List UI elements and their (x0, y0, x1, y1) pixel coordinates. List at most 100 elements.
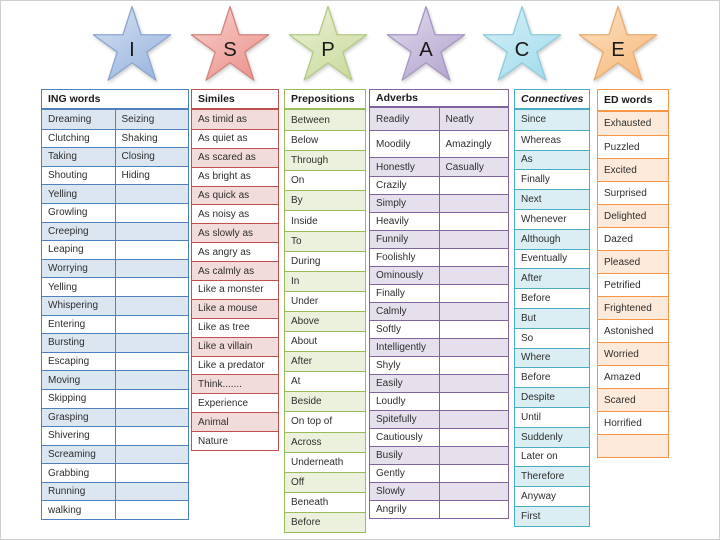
table-cell (114, 464, 189, 482)
table-cell: Delighted (604, 210, 647, 222)
table-ing-words-title: ING words (42, 90, 188, 110)
table-row: Suddenly (515, 426, 589, 447)
table-cell (114, 501, 189, 520)
table-cell: Dreaming (48, 113, 92, 125)
table-cell: Busily (376, 450, 403, 461)
table-cell: Running (48, 486, 86, 498)
star-letter: E (611, 39, 625, 61)
table-cell (114, 334, 189, 352)
table-cell: Escaping (48, 356, 90, 368)
table-row: Underneath (285, 451, 365, 472)
table-cell (438, 303, 509, 320)
table-cell: Simply (376, 198, 407, 209)
table-row (598, 434, 668, 457)
table-cell: Under (291, 295, 319, 307)
table-row: Although (515, 228, 589, 249)
table-cell: Finally (521, 174, 550, 186)
table-cell: Grasping (48, 411, 89, 423)
table-row: Cautiously (370, 428, 508, 446)
table-cell: Grabbing (48, 467, 90, 479)
table-cell: Seizing (114, 110, 189, 129)
table-connectives: Connectives Since Whereas As Finally Next When… (514, 89, 590, 527)
table-row: Dreaming Seizing (42, 110, 188, 129)
table-cell (438, 267, 509, 284)
table-cell (438, 339, 509, 356)
table-row: Inside (285, 210, 365, 231)
table-cell: At (291, 376, 301, 388)
table-row: Before (515, 288, 589, 308)
table-row: Crazily (370, 176, 508, 194)
table-cell: Exhausted (604, 118, 652, 129)
table-cell: Closing (114, 148, 189, 166)
table-cell: Softly (376, 324, 402, 335)
table-ing-words: ING words Dreaming Seizing Clutching Shaking… (41, 89, 189, 521)
table-cell (114, 445, 189, 464)
table-cell: Before (521, 372, 551, 384)
table-ed-words: ED words Exhausted Puzzled Excited Surprised… (597, 89, 669, 458)
table-row: After (515, 268, 589, 289)
table-cell (114, 259, 189, 278)
table-cell: As bright as (198, 171, 251, 183)
table-row: To (285, 230, 365, 251)
table-cell: Bursting (48, 337, 85, 349)
table-cell: Intelligently (376, 342, 427, 353)
table-cell: Clutching (48, 132, 90, 144)
table-row: Spitefully (370, 410, 508, 428)
table-row: Screaming (42, 444, 189, 464)
table-cell (438, 411, 509, 428)
table-cell: Like a mouse (198, 303, 258, 315)
table-row: As bright as (192, 166, 278, 186)
table-cell (438, 465, 509, 482)
table-cell: Off (291, 476, 305, 488)
table-row: Whereas (515, 129, 589, 150)
star-s-icon: S (190, 5, 270, 81)
table-row: Leaping (42, 240, 188, 259)
table-cell: Moodily (376, 138, 411, 150)
table-cell: After (291, 356, 313, 368)
table-row: In (285, 270, 365, 291)
table-cell: Although (521, 233, 561, 245)
table-cell: Inside (291, 215, 318, 227)
table-cell: Horrified (604, 417, 642, 429)
table-row: Next (515, 189, 589, 209)
table-row: Honestly Casually (370, 157, 508, 176)
table-cell: Foolishly (376, 252, 416, 263)
table-cell: Finally (376, 288, 405, 299)
table-cell (438, 321, 509, 338)
table-cell: Worried (604, 348, 639, 360)
table-row: Simply (370, 194, 508, 212)
table-row: Surprised (598, 181, 668, 204)
table-prepositions-title: Prepositions (285, 90, 365, 110)
table-row: Creeping (42, 221, 188, 241)
table-cell: In (291, 275, 300, 287)
table-cell (438, 249, 509, 266)
table-row: Ominously (370, 266, 508, 284)
table-cell: Petrified (604, 279, 641, 291)
table-row: Slowly (370, 482, 508, 500)
table-cell: So (521, 332, 534, 344)
table-cell: Across (291, 436, 322, 448)
table-cell: As calmly as (198, 265, 255, 277)
table-row: Petrified (598, 273, 668, 296)
table-row: Heavily (370, 212, 508, 230)
table-row: Funnily (370, 230, 508, 248)
star-letter: S (223, 39, 237, 61)
table-row: Like a monster (192, 280, 278, 299)
table-cell (438, 483, 509, 500)
table-cell: Below (291, 135, 319, 147)
table-cell: Shouting (48, 170, 88, 182)
table-cell: Beneath (291, 496, 329, 508)
table-row: As slowly as (192, 223, 278, 243)
table-cell: Experience (198, 397, 249, 409)
table-row: Puzzled (598, 135, 668, 158)
table-cell (114, 315, 189, 334)
table-cell: Like as tree (198, 322, 250, 334)
table-cell: To (291, 235, 302, 247)
table-row: Later on (515, 446, 589, 467)
table-cell: By (291, 195, 303, 207)
table-cell: About (291, 336, 318, 348)
table-row: Like a villain (192, 336, 278, 356)
table-cell (438, 501, 509, 518)
table-cell: Slowly (376, 486, 405, 497)
table-row: As noisy as (192, 204, 278, 224)
